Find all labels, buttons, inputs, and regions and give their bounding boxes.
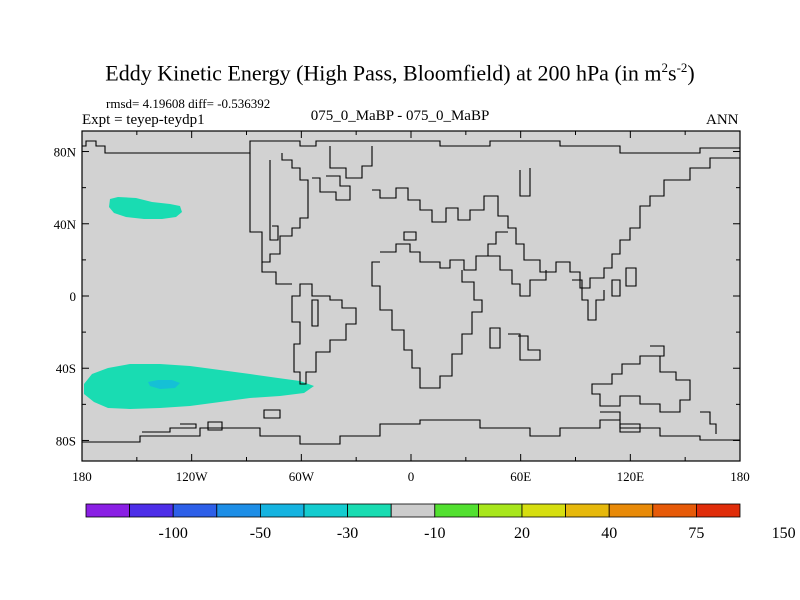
colorbar-swatch-0 (85, 503, 130, 518)
colorbar-label-7: 150 (772, 525, 796, 542)
colorbar-label-6: 75 (688, 525, 704, 542)
colorbar-labels: -100 -50 -30 -10 20 40 75 150 (159, 525, 796, 542)
lon-label-2: 60W (289, 469, 315, 484)
lon-label-5: 120E (617, 469, 645, 484)
lon-label-6: 180 (730, 469, 750, 484)
lon-label-0: 180 (72, 469, 92, 484)
anomaly-region-south-pacific (84, 364, 314, 409)
colorbar-label-0: -100 (159, 525, 188, 542)
axis-ticks (81, 131, 741, 461)
lon-label-1: 120W (176, 469, 209, 484)
colorbar-swatch-10 (521, 503, 566, 518)
colorbar-label-2: -30 (337, 525, 358, 542)
latitude-axis: 80N 40N 0 40S 80S (54, 145, 77, 449)
lat-label-80N: 80N (54, 145, 77, 160)
experiment-label: Expt = teyep-teydp1 (82, 112, 205, 128)
colorbar-swatch-8 (434, 503, 479, 518)
season-label: ANN (706, 112, 739, 128)
colorbar-swatch-1 (129, 503, 174, 518)
colorbar-swatch-2 (172, 503, 218, 518)
map-panel (82, 131, 740, 461)
colorbar-swatch-14 (696, 503, 741, 518)
colorbar-label-3: -10 (424, 525, 445, 542)
colorbar-swatch-4 (259, 503, 305, 518)
colorbar-swatch-7 (390, 503, 436, 518)
colorbar-swatch-5 (303, 503, 348, 518)
plot-title: Eddy Kinetic Energy (High Pass, Bloomfie… (105, 60, 695, 86)
lon-label-4: 60E (510, 469, 531, 484)
colorbar (85, 503, 741, 518)
colorbar-swatch-9 (477, 503, 523, 518)
lon-label-3: 0 (408, 469, 415, 484)
lat-label-80S: 80S (56, 433, 76, 448)
colorbar-label-1: -50 (250, 525, 271, 542)
stats-label: rmsd= 4.19608 diff= -0.536392 (106, 96, 271, 111)
anomaly-core-south-pacific (148, 380, 180, 389)
anomaly-region-north-pacific (109, 197, 182, 219)
lat-label-40N: 40N (54, 217, 77, 232)
case-label: 075_0_MaBP - 075_0_MaBP (310, 108, 490, 124)
coastlines (82, 140, 740, 445)
lat-label-0: 0 (70, 289, 77, 304)
colorbar-swatch-13 (652, 503, 697, 518)
colorbar-label-5: 40 (601, 525, 617, 542)
colorbar-swatch-11 (565, 503, 610, 518)
longitude-axis: 180 120W 60W 0 60E 120E 180 (72, 469, 750, 484)
colorbar-swatch-12 (608, 503, 654, 518)
colorbar-swatch-3 (216, 503, 261, 518)
lat-label-40S: 40S (56, 361, 76, 376)
colorbar-swatch-6 (347, 503, 392, 518)
colorbar-label-4: 20 (514, 525, 530, 542)
